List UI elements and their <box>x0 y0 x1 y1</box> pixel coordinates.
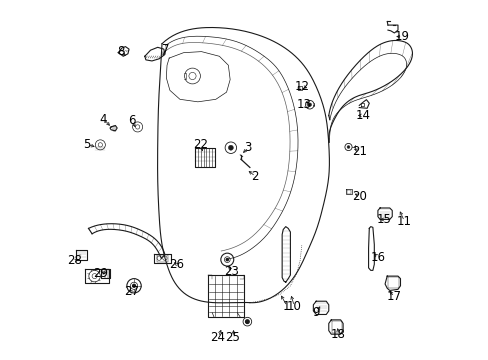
Text: 15: 15 <box>376 213 391 226</box>
Text: 14: 14 <box>355 109 369 122</box>
Text: 21: 21 <box>351 145 366 158</box>
Text: 7: 7 <box>162 42 169 55</box>
Text: 27: 27 <box>124 285 139 298</box>
Text: 4: 4 <box>100 113 107 126</box>
Circle shape <box>132 284 135 287</box>
Text: 18: 18 <box>330 328 345 341</box>
Text: 2: 2 <box>251 170 259 183</box>
Text: 17: 17 <box>386 290 401 303</box>
Text: 24: 24 <box>210 330 225 343</box>
Text: 23: 23 <box>224 265 239 278</box>
Text: 8: 8 <box>117 45 124 58</box>
Circle shape <box>346 145 349 148</box>
Text: 16: 16 <box>369 251 385 264</box>
Text: 10: 10 <box>286 300 301 313</box>
Circle shape <box>228 145 233 150</box>
Text: 29: 29 <box>93 267 108 280</box>
Text: 12: 12 <box>294 80 309 93</box>
Circle shape <box>245 320 249 323</box>
Text: 20: 20 <box>351 190 366 203</box>
Text: 13: 13 <box>296 98 310 111</box>
Circle shape <box>226 258 228 261</box>
Text: 6: 6 <box>127 114 135 127</box>
Text: 3: 3 <box>244 141 251 154</box>
Text: 9: 9 <box>312 306 319 319</box>
Text: 5: 5 <box>83 138 90 150</box>
Text: 28: 28 <box>66 254 81 267</box>
Text: 1: 1 <box>283 300 290 313</box>
Text: 26: 26 <box>168 258 183 271</box>
Text: 19: 19 <box>394 30 409 43</box>
Circle shape <box>307 103 311 107</box>
Text: 25: 25 <box>225 330 240 343</box>
Text: 22: 22 <box>193 138 208 151</box>
Text: 11: 11 <box>396 215 411 228</box>
